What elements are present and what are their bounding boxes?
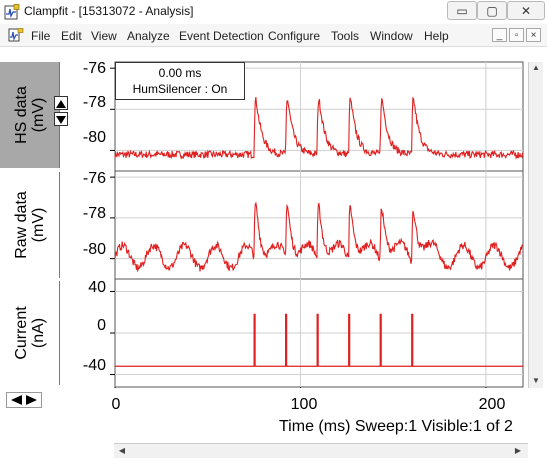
axis-status-text: Time (ms) Sweep:1 Visible:1 of 2 (279, 418, 513, 435)
vertical-scrollbar[interactable]: ▲ ▼ (528, 62, 543, 388)
document-icon[interactable] (8, 28, 24, 42)
scale-down-button[interactable] (54, 112, 68, 126)
humsilencer-status: HumSilencer : On (132, 82, 228, 96)
arrow-left-icon[interactable] (9, 394, 23, 406)
current-tick-label: -40 (82, 357, 106, 374)
current-label-unit: (nA) (30, 317, 47, 349)
close-button[interactable]: ✕ (507, 1, 545, 20)
current-channel-label: Current (nA) (13, 306, 47, 359)
window-title: Clampfit - [15313072 - Analysis] (24, 4, 194, 18)
clampfit-app-icon (4, 4, 20, 20)
raw-label-unit: (mV) (30, 207, 47, 243)
triangle-down-icon (56, 116, 66, 124)
x-tick-label: 0 (111, 396, 121, 413)
doc-close-button[interactable]: × (526, 28, 541, 42)
doc-restore-button[interactable]: ▫ (509, 28, 524, 42)
raw-tick-label: -76 (82, 170, 106, 187)
raw-tick-label: -80 (82, 241, 106, 258)
menu-help[interactable]: Help (424, 29, 449, 43)
raw-channel-label: Raw data (mV) (13, 191, 47, 259)
hs-label-name: HS data (13, 86, 30, 144)
hs-channel-label: HS data (mV) (13, 86, 47, 144)
raw-tick-label: -78 (82, 205, 106, 222)
menu-configure[interactable]: Configure (268, 29, 321, 43)
hs-tick-label: -78 (82, 94, 106, 111)
doc-minimize-button[interactable]: _ (492, 28, 507, 42)
minimize-button[interactable]: ▭ (447, 1, 477, 20)
x-tick-label: 100 (290, 396, 318, 413)
title-bar: Clampfit - [15313072 - Analysis] ▭ ▢ ✕ (0, 0, 547, 24)
current-tick-label: 40 (88, 279, 106, 296)
x-tick-label: 200 (478, 396, 506, 413)
current-label-name: Current (13, 306, 30, 360)
menu-bar: File Edit View Analyze Event Detection C… (0, 24, 547, 47)
cursor-info-box: 0.00 ms HumSilencer : On (115, 62, 245, 100)
hs-label-unit: (mV) (30, 97, 47, 133)
sweep-nav-buttons (6, 392, 42, 408)
menu-tools[interactable]: Tools (331, 29, 360, 43)
scale-up-button[interactable] (54, 96, 68, 110)
channel-label-hs[interactable]: HS data (mV) (0, 62, 60, 168)
current-trace (115, 313, 523, 367)
hs-data-trace (114, 96, 524, 160)
signal-plot[interactable] (110, 60, 528, 388)
scroll-right-icon[interactable]: ▶ (514, 446, 522, 455)
scroll-up-icon[interactable]: ▲ (532, 63, 540, 72)
channel-label-current[interactable]: Current (nA) (0, 281, 60, 385)
channel-plot-frame (114, 170, 524, 280)
menu-analyze[interactable]: Analyze (127, 29, 170, 43)
maximize-button[interactable]: ▢ (477, 1, 507, 20)
hs-tick-label: -76 (82, 60, 106, 77)
menu-event-detection[interactable]: Event Detection (179, 29, 264, 43)
menu-edit[interactable]: Edit (61, 29, 82, 43)
cursor-time: 0.00 ms (158, 66, 202, 80)
raw-label-name: Raw data (13, 191, 30, 259)
channel-label-raw[interactable]: Raw data (mV) (0, 172, 60, 278)
scroll-left-icon[interactable]: ◀ (118, 446, 126, 455)
horizontal-scrollbar[interactable]: ◀ ▶ (114, 443, 528, 458)
menu-view[interactable]: View (91, 29, 117, 43)
arrow-right-icon[interactable] (25, 394, 39, 406)
menu-window[interactable]: Window (370, 29, 413, 43)
current-tick-label: 0 (97, 317, 106, 334)
menu-file[interactable]: File (31, 29, 51, 43)
triangle-up-icon (56, 100, 66, 108)
scroll-down-icon[interactable]: ▼ (532, 376, 540, 385)
raw-data-trace (114, 201, 524, 273)
hs-tick-label: -80 (82, 129, 106, 146)
